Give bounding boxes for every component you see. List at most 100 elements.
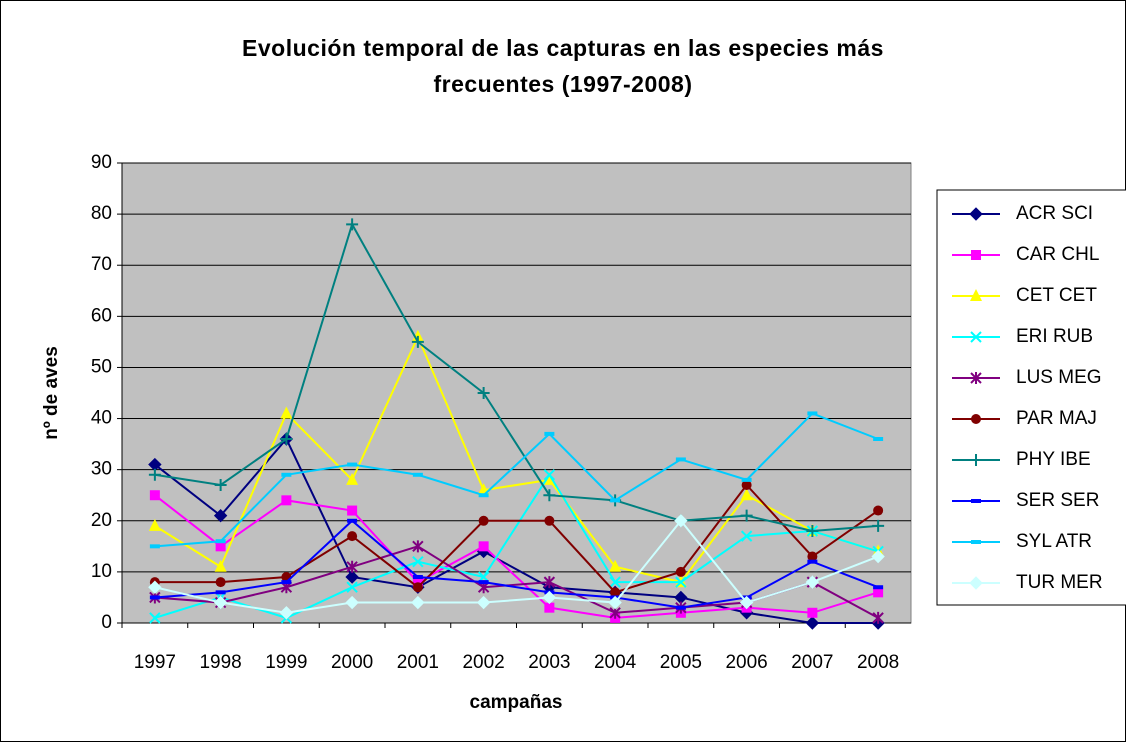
marker [478, 515, 489, 526]
marker [281, 495, 292, 506]
legend-marker [970, 454, 982, 466]
x-tick-label: 1998 [199, 652, 241, 673]
legend-label: SER SER [1016, 490, 1099, 511]
marker [872, 519, 885, 532]
legend-marker [969, 207, 983, 221]
marker [346, 472, 359, 485]
marker [412, 555, 424, 568]
x-tick-label: 2008 [857, 652, 899, 673]
marker [674, 514, 688, 528]
marker [411, 595, 425, 610]
marker [610, 587, 621, 598]
legend-label: CET CET [1016, 285, 1097, 306]
series-line [154, 483, 879, 594]
series-line [154, 519, 879, 614]
legend-label: LUS MEG [1016, 367, 1102, 388]
marker [543, 472, 556, 485]
x-tick-label: 2003 [528, 652, 570, 673]
marker [213, 595, 228, 610]
y-tick-label: 80 [91, 203, 112, 224]
marker [279, 606, 294, 620]
marker [346, 560, 358, 573]
marker [347, 531, 358, 542]
series-line [154, 334, 879, 584]
marker [543, 469, 556, 481]
legend-marker [971, 250, 981, 260]
marker [805, 575, 820, 589]
legend-label: SYL ATR [1016, 531, 1092, 552]
marker [609, 559, 622, 572]
marker [345, 570, 359, 584]
marker [873, 587, 884, 598]
x-tick-label: 1999 [265, 652, 307, 673]
legend-marker [970, 289, 982, 301]
x-tick-label: 2002 [462, 652, 504, 673]
y-tick-label: 90 [91, 152, 112, 173]
y-tick-label: 20 [91, 510, 112, 531]
y-tick-label: 0 [101, 612, 112, 633]
legend-marker [970, 331, 982, 343]
legend-label: ERI RUB [1016, 326, 1093, 347]
y-tick-label: 30 [91, 459, 112, 480]
y-axis-title: nº de aves [41, 346, 62, 440]
marker [280, 433, 293, 445]
legend-box [936, 189, 1126, 606]
marker [412, 540, 424, 553]
marker [739, 595, 754, 610]
marker [740, 530, 753, 542]
marker [411, 335, 424, 348]
legend-label: CAR CHL [1016, 244, 1099, 265]
marker [148, 580, 162, 594]
marker [871, 549, 885, 564]
series-line [154, 494, 879, 619]
x-tick-label: 2000 [331, 652, 373, 673]
y-tick-label: 50 [91, 356, 112, 377]
series-line [154, 221, 879, 533]
plot-area [121, 162, 912, 624]
legend-label: TUR MER [1016, 572, 1103, 593]
marker [807, 607, 818, 618]
marker [873, 505, 884, 516]
y-tick-label: 40 [91, 408, 112, 429]
series-line [154, 412, 879, 548]
marker [608, 595, 622, 610]
marker [740, 488, 753, 501]
marker [543, 576, 556, 589]
marker [543, 489, 556, 502]
marker [345, 595, 359, 610]
marker [280, 406, 293, 419]
y-tick-label: 70 [91, 254, 112, 275]
marker [213, 508, 228, 523]
x-tick-label: 2004 [594, 652, 637, 673]
x-tick-label: 2001 [397, 652, 439, 673]
marker [675, 566, 686, 577]
marker [476, 595, 491, 610]
marker [807, 551, 818, 562]
marker [149, 612, 161, 624]
chart-title: Evolución temporal de las capturas en la… [242, 35, 884, 97]
marker [477, 387, 490, 399]
x-tick-label: 2006 [725, 652, 767, 673]
marker [478, 541, 489, 552]
marker [675, 576, 687, 588]
x-tick-label: 1997 [134, 652, 176, 673]
marker [411, 329, 424, 342]
marker [544, 515, 555, 526]
marker [805, 616, 820, 630]
marker [740, 509, 753, 522]
series-line [154, 519, 879, 609]
x-axis-title: campañas [470, 692, 563, 713]
x-tick-label: 2005 [660, 652, 702, 673]
marker [806, 525, 819, 537]
x-tick-label: 2007 [791, 652, 833, 673]
marker [148, 468, 161, 481]
series-line [154, 472, 879, 619]
legend-label: PHY IBE [1016, 449, 1091, 470]
legend-marker [969, 576, 983, 590]
marker [214, 559, 227, 572]
marker [412, 582, 423, 593]
y-tick-label: 60 [91, 305, 112, 326]
marker [148, 518, 161, 531]
